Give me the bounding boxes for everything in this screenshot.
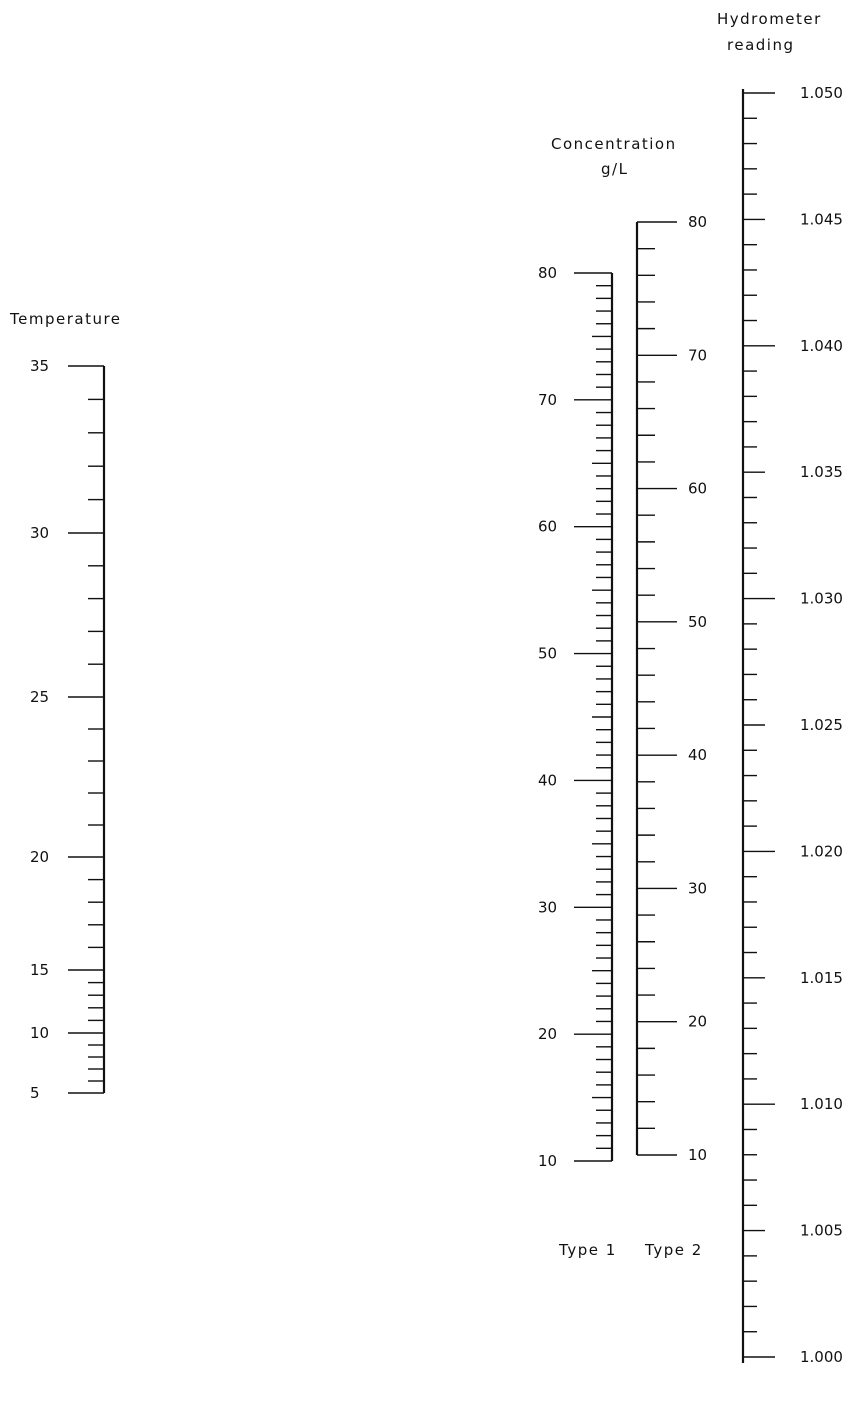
- hydrometer-tick-label: 1.015: [800, 969, 843, 987]
- temperature-tick-label: 35: [30, 357, 49, 375]
- hydrometer-tick-label: 1.010: [800, 1095, 843, 1113]
- type1-tick-label: 60: [538, 518, 557, 536]
- hydrometer-tick-label: 1.040: [800, 337, 843, 355]
- type2-tick-label: 10: [688, 1146, 707, 1164]
- concentration-title-line2: g/L: [601, 160, 628, 178]
- hydrometer-tick-label: 1.005: [800, 1222, 843, 1240]
- type1-tick-label: 30: [538, 898, 557, 916]
- temperature-tick-label: 25: [30, 688, 49, 706]
- temperature-tick-label: 5: [30, 1084, 40, 1102]
- hydrometer-title-line1: Hydrometer: [717, 10, 822, 28]
- type2-tick-label: 50: [688, 613, 707, 631]
- hydrometer-tick-label: 1.000: [800, 1348, 843, 1366]
- type1-scale: 80 70 60 50 40 30 20 10: [538, 264, 614, 1170]
- hydrometer-tick-label: 1.045: [800, 210, 843, 228]
- type2-tick-label: 60: [688, 480, 707, 498]
- temperature-title: Temperature: [9, 310, 122, 328]
- type1-tick-label: 50: [538, 645, 557, 663]
- temperature-tick-label: 15: [30, 961, 49, 979]
- type1-title: Type 1: [558, 1241, 617, 1259]
- hydrometer-tick-label: 1.035: [800, 463, 843, 481]
- type2-title: Type 2: [644, 1241, 703, 1259]
- temperature-tick-label: 10: [30, 1024, 49, 1042]
- hydrometer-tick-label: 1.030: [800, 590, 843, 608]
- type1-tick-label: 20: [538, 1025, 557, 1043]
- hydrometer-tick-label: 1.020: [800, 842, 843, 860]
- type2-tick-label: 30: [688, 879, 707, 897]
- temperature-scale: 35 30 25 20 15 10 5: [30, 357, 106, 1102]
- type1-tick-label: 70: [538, 391, 557, 409]
- hydrometer-scale: 1.050 1.045 1.040 1.035 1.030 1.025 1.020 1.015…: [741, 84, 843, 1366]
- type2-tick-label: 70: [688, 346, 707, 364]
- type1-tick-label: 40: [538, 771, 557, 789]
- hydrometer-title-line2: reading: [727, 36, 794, 54]
- type2-scale: 80 70 60 50 40 30 20 10: [635, 213, 707, 1164]
- temperature-tick-label: 20: [30, 848, 49, 866]
- hydrometer-tick-label: 1.050: [800, 84, 843, 102]
- type1-tick-label: 10: [538, 1152, 557, 1170]
- hydrometer-tick-label: 1.025: [800, 716, 843, 734]
- type2-tick-label: 40: [688, 746, 707, 764]
- type2-tick-label: 20: [688, 1013, 707, 1031]
- type1-tick-label: 80: [538, 264, 557, 282]
- type2-tick-label: 80: [688, 213, 707, 231]
- concentration-title-line1: Concentration: [551, 135, 677, 153]
- temperature-tick-label: 30: [30, 524, 49, 542]
